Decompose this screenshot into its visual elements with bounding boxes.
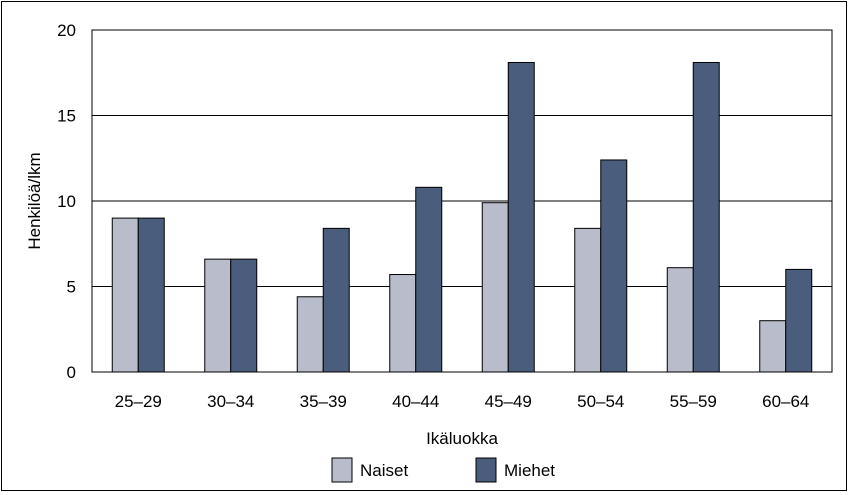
bar-miehet-50–54 <box>600 159 628 373</box>
legend-swatch-miehet <box>475 457 497 483</box>
y-tick-label: 0 <box>67 363 76 382</box>
x-tick-label: 30–34 <box>207 392 254 411</box>
legend-swatch-naiset <box>331 457 353 483</box>
legend-label-miehet: Miehet <box>504 461 555 480</box>
y-axis-title: Henkilöä/lkm <box>25 152 44 249</box>
x-tick-label: 45–49 <box>485 392 532 411</box>
bar-miehet-25–29 <box>137 217 165 373</box>
bar-naiset-55–59 <box>666 267 694 373</box>
bar-naiset-45–49 <box>481 202 509 373</box>
x-tick-labels: 25–29 30–34 35–39 40–44 45–49 50–54 55–59 60–64 <box>115 392 810 411</box>
legend-label-naiset: Naiset <box>360 461 408 480</box>
plot-area <box>91 29 833 373</box>
bar-miehet-45–49 <box>507 61 535 373</box>
bar-naiset-50–54 <box>574 227 602 373</box>
x-tick-label: 25–29 <box>115 392 162 411</box>
x-tick-label: 40–44 <box>392 392 439 411</box>
x-tick-label: 60–64 <box>762 392 809 411</box>
bar-miehet-55–59 <box>692 61 720 373</box>
y-tick-label: 10 <box>57 192 76 211</box>
y-tick-label: 5 <box>67 278 76 297</box>
bar-naiset-25–29 <box>111 217 139 373</box>
bar-miehet-40–44 <box>415 186 443 373</box>
bar-naiset-35–39 <box>296 296 324 373</box>
x-tick-label: 50–54 <box>577 392 624 411</box>
gridlines <box>92 115 832 287</box>
x-tick-label: 55–59 <box>670 392 717 411</box>
x-axis-title: Ikäluokka <box>426 429 498 448</box>
bar-naiset-30–34 <box>204 258 232 373</box>
bar-miehet-35–39 <box>322 227 350 373</box>
bar-naiset-60–64 <box>759 320 787 373</box>
x-tick-label: 35–39 <box>300 392 347 411</box>
bar-miehet-30–34 <box>230 258 258 373</box>
y-tick-labels: 0 5 10 15 20 <box>57 21 76 382</box>
legend: Naiset Miehet <box>331 457 555 483</box>
bar-miehet-60–64 <box>785 268 813 373</box>
y-tick-label: 20 <box>57 21 76 40</box>
bar-naiset-40–44 <box>389 274 417 373</box>
bars <box>111 61 813 373</box>
y-tick-label: 15 <box>57 107 76 126</box>
